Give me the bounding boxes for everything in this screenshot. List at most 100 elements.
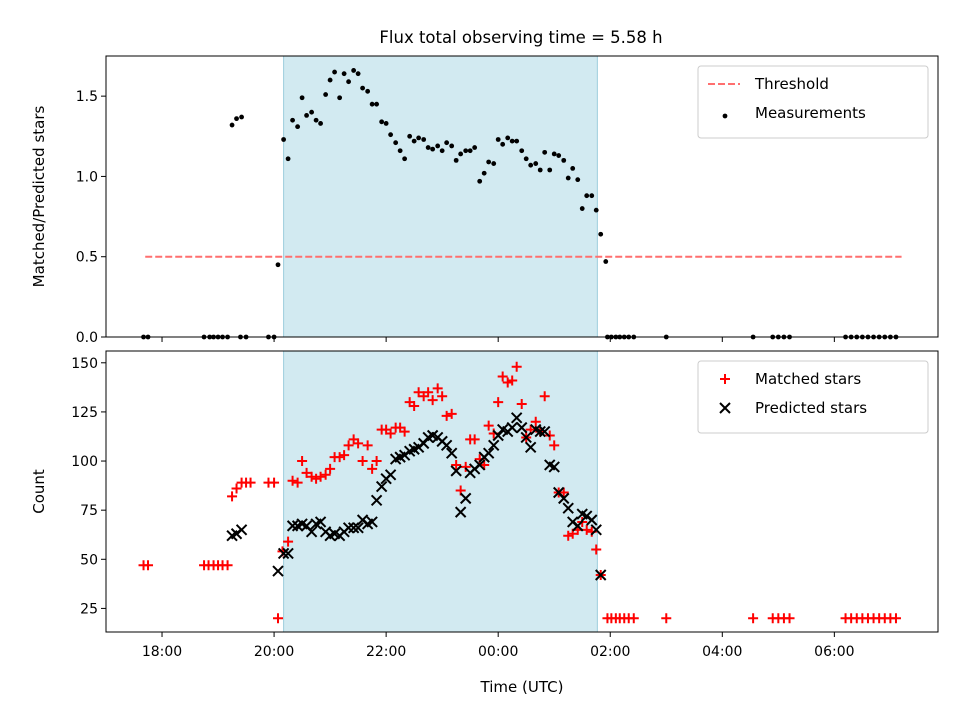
data-point — [343, 440, 354, 451]
legend-label: Matched stars — [755, 370, 861, 388]
data-point — [482, 447, 495, 459]
data-point — [454, 506, 467, 518]
data-point — [402, 156, 408, 162]
y-tick-label: 1.0 — [76, 169, 98, 185]
data-point — [411, 138, 417, 144]
data-point — [384, 469, 397, 481]
data-point — [309, 109, 315, 115]
data-point — [290, 117, 295, 123]
data-point — [297, 456, 308, 467]
data-point — [437, 391, 448, 402]
data-point — [367, 463, 378, 474]
data-point — [538, 425, 551, 438]
data-point — [444, 140, 450, 146]
data-point — [425, 145, 431, 150]
data-point — [890, 613, 901, 624]
data-point — [305, 526, 318, 538]
data-point — [282, 547, 294, 560]
data-point — [295, 124, 301, 130]
series-matched-stars — [138, 361, 901, 624]
data-point — [565, 175, 571, 181]
y-tick-label: 25 — [80, 601, 98, 617]
data-point — [603, 259, 609, 264]
data-point — [502, 377, 513, 388]
top-panel: 0.0 0.5 1.0 1.5 Matched/Predicted stars Thres… — [30, 55, 939, 346]
data-point — [558, 492, 570, 505]
legend-marker — [719, 402, 731, 414]
data-point — [483, 420, 494, 431]
data-point — [281, 137, 287, 142]
data-point — [551, 151, 557, 157]
data-point — [393, 140, 399, 146]
data-point — [516, 399, 527, 410]
legend-marker — [722, 113, 728, 119]
series-predicted-stars — [226, 412, 607, 581]
data-point — [323, 92, 329, 97]
data-point — [304, 113, 309, 118]
data-point — [283, 536, 294, 547]
data-point — [440, 439, 453, 452]
data-point — [497, 371, 508, 382]
data-point — [556, 153, 562, 158]
data-point — [507, 375, 518, 386]
data-point — [227, 491, 238, 502]
data-point — [388, 132, 394, 138]
data-point — [351, 68, 357, 73]
data-point — [365, 88, 371, 94]
data-point — [371, 456, 382, 467]
data-point — [362, 440, 373, 451]
data-point — [375, 480, 388, 493]
data-point — [547, 167, 553, 173]
data-point — [423, 387, 434, 398]
data-point — [352, 522, 364, 534]
data-point — [493, 397, 504, 408]
y-axis-label: Count — [30, 469, 48, 514]
data-point — [337, 95, 343, 101]
data-point — [239, 114, 244, 120]
data-point — [353, 438, 364, 449]
data-point — [584, 193, 590, 199]
data-point — [357, 456, 368, 467]
data-point — [360, 85, 366, 91]
chart-title: Flux total observing time = 5.58 h — [379, 28, 662, 47]
data-point — [229, 122, 235, 128]
data-point — [467, 148, 473, 154]
data-point — [460, 461, 471, 472]
x-tick-label: 04:00 — [702, 644, 742, 660]
legend: Threshold Measurements — [697, 65, 929, 139]
data-point — [453, 157, 459, 163]
axes-frame — [105, 55, 939, 338]
data-point — [369, 101, 375, 107]
x-tick-label: 06:00 — [814, 644, 854, 660]
data-point — [486, 159, 492, 165]
x-tick-label: 22:00 — [366, 644, 406, 660]
data-point — [347, 522, 360, 534]
data-point — [450, 465, 462, 477]
data-point — [427, 395, 438, 406]
data-point — [383, 121, 389, 126]
data-point — [320, 469, 331, 480]
data-point — [509, 138, 515, 144]
data-point — [524, 441, 537, 453]
y-axis-label: Matched/Predicted stars — [30, 106, 48, 288]
data-point — [416, 135, 422, 141]
observing-window — [283, 55, 598, 338]
y-tick-label: 100 — [71, 454, 98, 470]
data-point — [339, 450, 350, 461]
x-tick-label: 18:00 — [142, 644, 182, 660]
data-point — [285, 156, 291, 162]
data-point — [435, 143, 441, 149]
data-point — [231, 483, 242, 494]
data-point — [528, 162, 534, 168]
legend-marker — [720, 374, 730, 384]
data-point — [586, 514, 598, 526]
data-point — [519, 148, 525, 154]
y-tick-label: 1.5 — [76, 89, 98, 105]
data-point — [432, 383, 443, 394]
data-point — [459, 492, 472, 505]
data-point — [500, 141, 506, 147]
data-point — [313, 117, 319, 123]
data-point — [397, 148, 403, 154]
data-point — [449, 143, 455, 149]
data-point — [421, 137, 427, 142]
